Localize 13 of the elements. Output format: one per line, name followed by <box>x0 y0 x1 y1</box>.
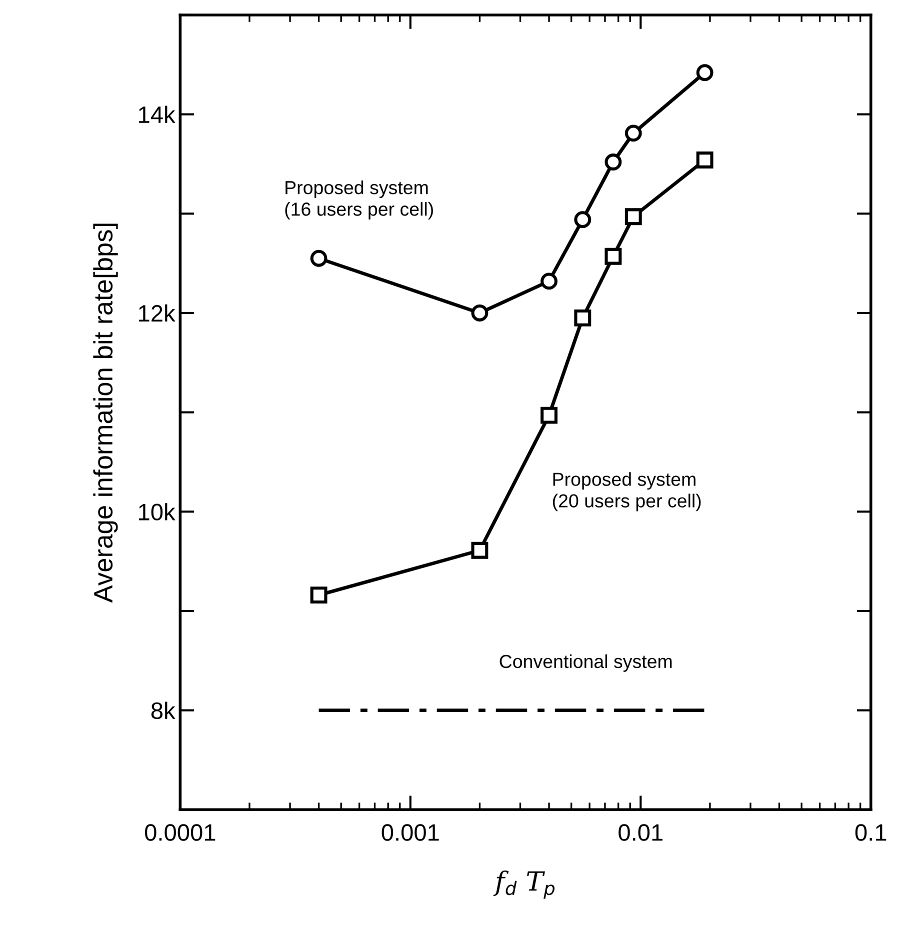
y-tick-label: 10k <box>139 503 176 520</box>
y-axis-title: Average information bit rate[bps] <box>93 224 118 603</box>
x-axis-title: f$_{d}$ T$_{p}$ <box>493 870 554 899</box>
x-tick-label: 0.1 <box>855 824 886 841</box>
y-tick-label: 8k <box>151 702 176 720</box>
x-tick-label: 0.0001 <box>145 824 216 841</box>
text: Conventional system <box>500 654 672 672</box>
y-tick-label: 12k <box>139 304 176 322</box>
series-label: Proposed system (20 users per cell) <box>552 472 701 512</box>
text: Proposed system (16 users per cell) <box>285 180 433 220</box>
x-tick-label: 0.01 <box>618 824 662 841</box>
y-tick-label: 14k <box>139 106 176 123</box>
x-tick-label: 0.001 <box>382 824 439 841</box>
